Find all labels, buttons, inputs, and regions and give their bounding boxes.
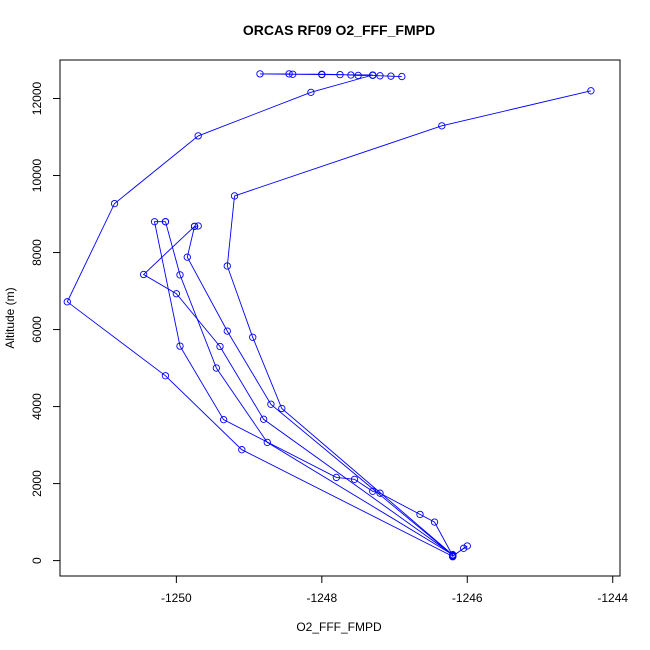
data-point (223, 327, 231, 335)
y-tick-label: 10000 (30, 159, 44, 193)
data-point (398, 72, 406, 81)
y-tick-label: 12000 (30, 81, 44, 115)
x-tick-label: -1246 (452, 591, 483, 605)
data-point (161, 218, 170, 226)
data-point (150, 218, 159, 226)
data-point (354, 71, 362, 80)
series-2 (150, 218, 457, 560)
series-line (165, 221, 453, 556)
chart-title: ORCAS RF09 O2_FFF_FMPD (243, 22, 435, 38)
series-5 (223, 87, 595, 559)
data-point (449, 551, 457, 559)
x-tick-label: -1244 (597, 591, 628, 605)
data-point (216, 342, 224, 351)
data-point (176, 271, 184, 279)
data-point (336, 70, 344, 79)
data-point (230, 192, 239, 200)
data-point (259, 415, 268, 423)
data-point (190, 222, 199, 231)
data-point (587, 87, 595, 95)
data-point (212, 364, 221, 372)
data-point (267, 400, 275, 408)
data-point (194, 132, 202, 140)
y-tick-label: 4000 (30, 393, 44, 420)
data-point (139, 270, 148, 279)
series-layer (63, 70, 595, 561)
y-tick-label: 6000 (30, 316, 44, 343)
x-tick-label: -1250 (161, 591, 192, 605)
plot-frame (59, 59, 621, 577)
data-point (350, 475, 359, 483)
data-point (256, 70, 264, 78)
series-3 (161, 218, 457, 559)
data-point (376, 489, 384, 497)
data-point (194, 222, 202, 230)
data-point (285, 70, 293, 78)
series-line (153, 221, 454, 556)
data-point (416, 510, 424, 519)
x-axis-label: O2_FFF_FMPD (296, 620, 382, 634)
data-point (318, 70, 326, 79)
y-axis-label: Altitude (m) (3, 287, 17, 348)
data-point (307, 88, 315, 96)
y-tick-label: 0 (30, 557, 44, 564)
data-point (438, 122, 446, 130)
data-point (249, 333, 257, 341)
data-point (278, 404, 286, 413)
data-point (387, 72, 395, 80)
data-point (63, 298, 71, 306)
series-1 (63, 70, 471, 561)
y-tick-label: 8000 (30, 239, 44, 266)
data-point (463, 542, 471, 550)
data-point (223, 262, 231, 270)
data-point (376, 72, 384, 80)
data-point (332, 473, 341, 482)
data-point (110, 199, 119, 208)
series-line (142, 225, 453, 556)
data-point (347, 71, 355, 79)
data-point (238, 446, 246, 454)
data-point (289, 70, 297, 78)
data-point (459, 544, 468, 552)
data-point (430, 518, 439, 526)
data-point (183, 253, 191, 261)
data-point (369, 71, 377, 79)
data-point (219, 416, 228, 424)
data-point (172, 290, 181, 298)
data-point (161, 372, 170, 380)
data-point (176, 342, 184, 350)
series-line (226, 90, 592, 556)
x-tick-label: -1248 (306, 591, 337, 605)
series-line (66, 73, 468, 557)
axes: -1250 -1248 -1246 -1244 0 2000 4000 6000 8000 100… (30, 81, 628, 605)
y-tick-label: 2000 (30, 470, 44, 497)
data-point (263, 438, 271, 447)
